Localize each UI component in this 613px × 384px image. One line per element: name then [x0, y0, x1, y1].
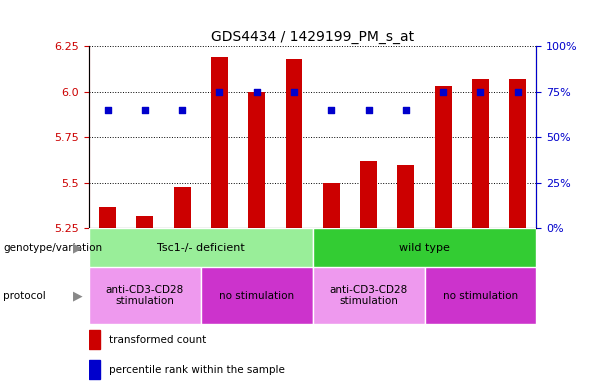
Bar [424, 267, 536, 324]
Bar [472, 79, 489, 228]
Point [401, 107, 411, 113]
Text: transformed count: transformed count [109, 335, 206, 345]
Text: GSM738373: GSM738373 [215, 228, 224, 283]
Bar [173, 187, 191, 228]
Point [289, 89, 299, 95]
Text: GSM738367: GSM738367 [476, 228, 485, 283]
Point [438, 89, 448, 95]
Bar [211, 57, 228, 228]
Bar [397, 165, 414, 228]
Text: wild type: wild type [399, 243, 450, 253]
Text: Tsc1-/- deficient: Tsc1-/- deficient [157, 243, 245, 253]
Title: GDS4434 / 1429199_PM_s_at: GDS4434 / 1429199_PM_s_at [211, 30, 414, 44]
Text: no stimulation: no stimulation [219, 291, 294, 301]
Text: GSM738379: GSM738379 [289, 228, 299, 283]
Text: GSM738372: GSM738372 [402, 228, 410, 283]
Point [252, 89, 262, 95]
Bar [89, 228, 313, 267]
Text: GSM738365: GSM738365 [327, 228, 336, 283]
Text: anti-CD3-CD28
stimulation: anti-CD3-CD28 stimulation [329, 285, 408, 306]
Text: ▶: ▶ [73, 289, 83, 302]
Point [215, 89, 224, 95]
Text: percentile rank within the sample: percentile rank within the sample [109, 365, 285, 375]
Text: GSM738363: GSM738363 [439, 228, 447, 283]
Text: GSM738377: GSM738377 [252, 228, 261, 283]
Bar [286, 59, 302, 228]
Bar [89, 330, 100, 349]
Bar [137, 216, 153, 228]
Point [326, 107, 336, 113]
Point [513, 89, 523, 95]
Text: GSM738370: GSM738370 [513, 228, 522, 283]
Bar [509, 79, 526, 228]
Bar [313, 267, 424, 324]
Bar [313, 228, 536, 267]
Point [364, 107, 373, 113]
Bar [201, 267, 313, 324]
Bar [248, 92, 265, 228]
Point [476, 89, 485, 95]
Bar [435, 86, 452, 228]
Text: genotype/variation: genotype/variation [3, 243, 102, 253]
Text: protocol: protocol [3, 291, 46, 301]
Text: ▶: ▶ [73, 241, 83, 254]
Text: anti-CD3-CD28
stimulation: anti-CD3-CD28 stimulation [105, 285, 184, 306]
Text: no stimulation: no stimulation [443, 291, 518, 301]
Bar [360, 161, 377, 228]
Bar [323, 183, 340, 228]
Point [140, 107, 150, 113]
Bar [99, 207, 116, 228]
Bar [89, 267, 201, 324]
Text: GSM738378: GSM738378 [140, 228, 150, 283]
Text: GSM738380: GSM738380 [178, 228, 186, 283]
Point [102, 107, 112, 113]
Bar [89, 360, 100, 379]
Text: GSM738368: GSM738368 [364, 228, 373, 283]
Point [177, 107, 187, 113]
Text: GSM738375: GSM738375 [103, 228, 112, 283]
